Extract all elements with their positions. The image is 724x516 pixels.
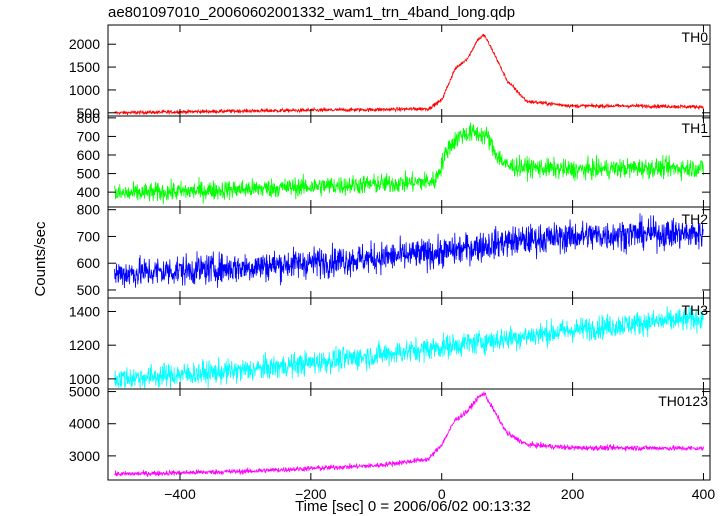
y-tick-label: 800	[77, 202, 101, 218]
series-line-th1	[114, 122, 704, 205]
x-axis-label: Time [sec] 0 = 2006/06/02 00:13:32	[295, 498, 531, 515]
chart-title: ae801097010_20060602001332_wam1_trn_4ban…	[108, 4, 515, 21]
y-tick-label: 1400	[69, 303, 100, 319]
y-tick-label: 1500	[69, 59, 100, 75]
panel-label-th2: TH2	[682, 211, 709, 227]
series-line-th3	[114, 306, 704, 390]
y-tick-label: 1000	[69, 371, 100, 387]
series-line-th0	[114, 33, 704, 116]
y-tick-label: 400	[77, 184, 101, 200]
y-tick-label: 700	[77, 228, 101, 244]
y-tick-label: 600	[77, 147, 101, 163]
y-tick-label: 5000	[69, 384, 100, 400]
x-tick-label: −400	[164, 486, 196, 502]
y-tick-label: 500	[77, 105, 101, 121]
y-tick-label: 600	[77, 255, 101, 271]
y-tick-label: 4000	[69, 416, 100, 432]
series-line-th0123	[114, 391, 704, 478]
y-tick-label: 700	[77, 128, 101, 144]
panel-label-th0123: TH0123	[658, 393, 708, 409]
y-tick-label: 500	[77, 282, 101, 298]
panel-label-th1: TH1	[682, 120, 709, 136]
y-tick-label: 1000	[69, 82, 100, 98]
x-tick-label: 400	[692, 486, 716, 502]
panel-frame-th0123	[107, 388, 711, 481]
y-axis-label: Counts/sec	[32, 221, 49, 297]
y-tick-label: 2000	[69, 36, 100, 52]
y-tick-label: 1200	[69, 337, 100, 353]
y-tick-label: 800	[77, 110, 101, 126]
series-line-th2	[114, 213, 704, 289]
y-tick-label: 3000	[69, 448, 100, 464]
x-tick-label: −200	[295, 486, 327, 502]
y-tick-label: 500	[77, 166, 101, 182]
panel-frame-th0	[107, 24, 711, 117]
panel-label-th0: TH0	[682, 29, 709, 45]
panel-label-th3: TH3	[682, 302, 709, 318]
x-tick-label: 0	[438, 486, 446, 502]
x-tick-label: 200	[561, 486, 585, 502]
